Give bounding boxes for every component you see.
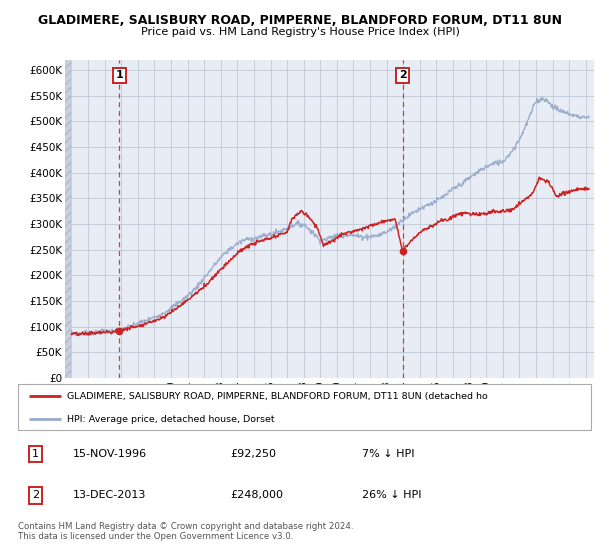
Text: £92,250: £92,250 (230, 449, 276, 459)
Text: 26% ↓ HPI: 26% ↓ HPI (362, 491, 421, 501)
Text: GLADIMERE, SALISBURY ROAD, PIMPERNE, BLANDFORD FORUM, DT11 8UN: GLADIMERE, SALISBURY ROAD, PIMPERNE, BLA… (38, 14, 562, 27)
Text: 2: 2 (32, 491, 39, 501)
Text: 15-NOV-1996: 15-NOV-1996 (73, 449, 146, 459)
Bar (65, 60, 71, 378)
Text: Price paid vs. HM Land Registry's House Price Index (HPI): Price paid vs. HM Land Registry's House … (140, 27, 460, 37)
Text: HPI: Average price, detached house, Dorset: HPI: Average price, detached house, Dors… (67, 415, 274, 424)
Text: GLADIMERE, SALISBURY ROAD, PIMPERNE, BLANDFORD FORUM, DT11 8UN (detached ho: GLADIMERE, SALISBURY ROAD, PIMPERNE, BLA… (67, 392, 487, 401)
Text: 1: 1 (115, 71, 123, 80)
Text: 2: 2 (398, 71, 406, 80)
Text: 13-DEC-2013: 13-DEC-2013 (73, 491, 146, 501)
Text: £248,000: £248,000 (230, 491, 283, 501)
Text: Contains HM Land Registry data © Crown copyright and database right 2024.
This d: Contains HM Land Registry data © Crown c… (18, 522, 353, 542)
Text: 7% ↓ HPI: 7% ↓ HPI (362, 449, 415, 459)
Text: 1: 1 (32, 449, 38, 459)
